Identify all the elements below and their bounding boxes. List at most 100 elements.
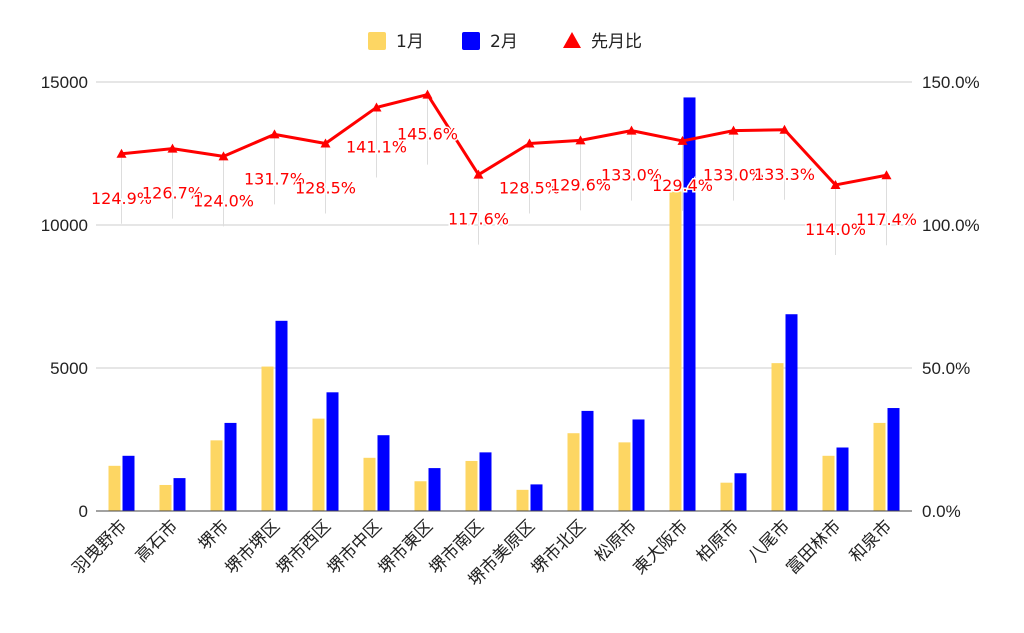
ratio-data-label: 128.5% <box>499 178 560 197</box>
bar-jan <box>720 482 733 511</box>
bar-series <box>108 97 900 511</box>
ratio-marker <box>779 124 790 134</box>
ratio-marker <box>473 169 484 179</box>
ratio-line-series: 124.9%126.7%124.0%131.7%128.5%141.1%145.… <box>89 89 919 255</box>
category-label: 堺市東区 <box>375 516 437 578</box>
bar-feb <box>122 455 135 511</box>
legend-label: 先月比 <box>591 32 642 52</box>
bar-jan <box>516 489 529 511</box>
ratio-marker <box>371 102 382 112</box>
category-label: 松原市 <box>591 516 641 566</box>
legend-swatch <box>462 32 480 50</box>
bar-feb <box>224 422 237 511</box>
ratio-data-label: 133.3% <box>754 165 815 184</box>
ratio-marker <box>116 148 127 158</box>
bar-feb <box>326 392 339 511</box>
category-label: 東大阪市 <box>630 516 692 578</box>
ratio-data-label: 124.0% <box>193 191 254 210</box>
ratio-marker <box>830 179 841 189</box>
bar-jan <box>261 366 274 511</box>
ratio-data-label: 128.5% <box>295 178 356 197</box>
legend-swatch <box>368 32 386 50</box>
bar-jan <box>363 457 376 511</box>
ratio-data-label: 133.0% <box>601 166 662 185</box>
bar-feb <box>581 410 594 511</box>
bar-feb <box>428 468 441 511</box>
bar-jan <box>312 418 325 511</box>
category-label: 堺市 <box>195 516 233 554</box>
ratio-data-label: 117.6% <box>448 210 509 229</box>
bar-jan <box>159 484 172 511</box>
legend-label: 1月 <box>396 32 424 52</box>
ratio-marker <box>218 151 229 161</box>
left-tick-label: 10000 <box>41 216 88 235</box>
category-label: 堺市中区 <box>324 516 386 578</box>
ratio-data-label: 131.7% <box>244 169 305 188</box>
bar-jan <box>669 191 682 511</box>
ratio-data-label: 117.4% <box>856 210 917 229</box>
category-label: 柏原市 <box>693 516 743 566</box>
ratio-data-label: 124.9% <box>91 189 152 208</box>
right-axis: 0.0% 50.0% 100.0% 150.0% <box>922 73 980 521</box>
bar-jan <box>822 455 835 511</box>
bar-jan <box>567 433 580 511</box>
left-tick-label: 15000 <box>41 73 88 92</box>
ratio-marker <box>167 143 178 153</box>
bar-feb <box>530 484 543 511</box>
ratio-marker <box>575 135 586 145</box>
ratio-marker <box>269 129 280 139</box>
bar-feb <box>275 320 288 511</box>
ratio-marker <box>422 89 433 99</box>
category-label: 堺市西区 <box>273 516 335 578</box>
right-tick-label: 0.0% <box>922 502 961 521</box>
category-label: 八尾市 <box>744 516 794 566</box>
ratio-marker <box>728 125 739 135</box>
bar-jan <box>873 422 886 511</box>
bar-feb <box>377 435 390 511</box>
ratio-marker <box>320 138 331 148</box>
ratio-marker <box>677 135 688 145</box>
bar-feb <box>683 97 696 511</box>
bar-jan <box>414 481 427 511</box>
category-label: 羽曳野市 <box>69 516 131 578</box>
ratio-marker <box>626 125 637 135</box>
category-label: 堺市堺区 <box>222 516 284 578</box>
ratio-marker <box>881 170 892 180</box>
right-tick-label: 150.0% <box>922 73 980 92</box>
left-axis: 0 5000 10000 15000 <box>41 73 88 521</box>
ratio-data-label: 114.0% <box>805 220 866 239</box>
ratio-data-label: 129.6% <box>550 175 611 194</box>
left-tick-label: 5000 <box>50 359 88 378</box>
bar-jan <box>771 363 784 511</box>
bar-jan <box>210 440 223 511</box>
bar-jan <box>108 465 121 511</box>
bar-feb <box>734 473 747 511</box>
bar-feb <box>785 314 798 511</box>
ratio-data-label: 126.7% <box>142 184 203 203</box>
ratio-data-label: 145.6% <box>397 125 458 144</box>
ratio-data-label: 129.4% <box>652 176 713 195</box>
bar-feb <box>887 408 900 511</box>
bar-jan <box>618 442 631 511</box>
category-label: 和泉市 <box>846 516 896 566</box>
ratio-data-label: 141.1% <box>346 137 407 156</box>
bar-feb <box>479 452 492 511</box>
category-label: 高石市 <box>132 516 182 566</box>
bar-feb <box>632 419 645 511</box>
category-label: 富田林市 <box>783 516 845 578</box>
right-tick-label: 100.0% <box>922 216 980 235</box>
ratio-line <box>121 93 887 187</box>
bar-feb <box>173 478 186 511</box>
legend: 1月 2月 先月比 <box>368 32 642 52</box>
right-tick-label: 50.0% <box>922 359 970 378</box>
legend-triangle-icon <box>563 32 581 48</box>
bar-feb <box>836 447 849 511</box>
left-tick-label: 0 <box>79 502 88 521</box>
legend-label: 2月 <box>490 32 518 52</box>
ratio-data-label: 133.0% <box>703 166 764 185</box>
category-label: 堺市北区 <box>528 516 590 578</box>
ratio-marker <box>524 138 535 148</box>
bar-jan <box>465 460 478 511</box>
